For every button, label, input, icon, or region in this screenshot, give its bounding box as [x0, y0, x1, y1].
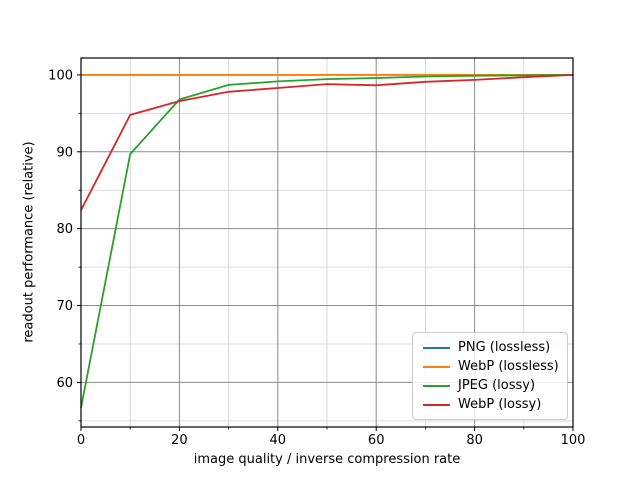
legend-item-label: WebP (lossless) [458, 359, 559, 374]
x-tick-label: 20 [171, 433, 188, 448]
x-tick-label: 100 [561, 433, 586, 448]
legend: PNG (lossless) WebP (lossless) JPEG (lossy… [412, 332, 568, 420]
y-tick-label: 60 [56, 376, 73, 391]
y-axis-label: readout performance (relative) [21, 141, 37, 343]
x-tick-label: 80 [466, 433, 483, 448]
legend-line-swatch [423, 346, 450, 349]
y-tick-label: 90 [56, 145, 73, 160]
legend-item-png-lossless-: PNG (lossless) [423, 338, 559, 357]
x-tick-label: 40 [270, 433, 287, 448]
legend-item-label: JPEG (lossy) [458, 378, 536, 393]
y-tick-label: 80 [56, 222, 73, 237]
legend-line-swatch [423, 403, 450, 406]
legend-item-webp-lossy-: WebP (lossy) [423, 395, 559, 414]
legend-item-label: WebP (lossy) [458, 397, 542, 412]
legend-item-label: PNG (lossless) [458, 340, 551, 355]
legend-line-swatch [423, 365, 450, 368]
y-tick-label: 70 [56, 299, 73, 314]
x-axis-label: image quality / inverse compression rate [193, 452, 461, 467]
x-tick-label: 0 [77, 433, 85, 448]
legend-line-swatch [423, 384, 450, 387]
legend-item-webp-lossless-: WebP (lossless) [423, 357, 559, 376]
legend-item-jpeg-lossy-: JPEG (lossy) [423, 376, 559, 395]
series-line-webp-lossy- [80, 74, 574, 211]
series-line-jpeg-lossy- [80, 74, 574, 408]
y-tick-label: 100 [48, 68, 73, 83]
x-tick-label: 60 [368, 433, 385, 448]
